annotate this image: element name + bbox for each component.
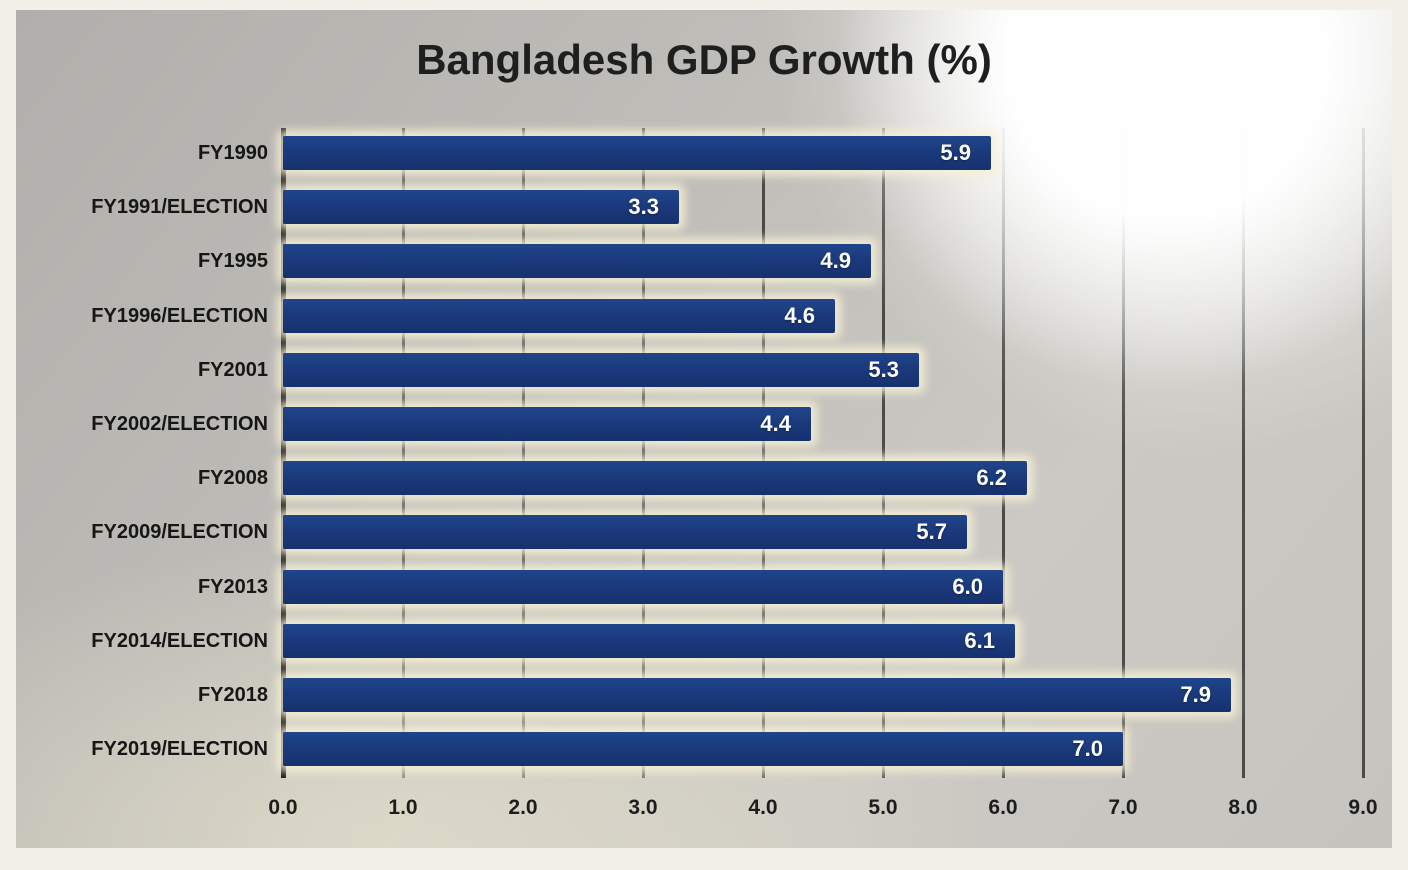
category-label: FY2014/ELECTION (91, 629, 268, 652)
category-label: FY2018 (197, 684, 268, 706)
category-label: FY2013 (197, 575, 268, 598)
bar: 5.3 (283, 352, 919, 387)
chart-title: Bangladesh GDP Growth (%) (416, 36, 992, 83)
bar-row: FY1991/ELECTION 3.3 (91, 190, 1383, 225)
bar: 4.9 (283, 244, 871, 279)
bar-value-label: 4.6 (784, 302, 815, 328)
bar-row: FY2019/ELECTION 7.0 (91, 732, 1383, 767)
category-label: FY1991/ELECTION (91, 196, 268, 219)
bar-row: FY1995 4.9 (198, 244, 1383, 279)
bar-row: FY2001 5.3 (198, 352, 1383, 387)
bar: 7.9 (283, 678, 1231, 712)
bar-value-label: 4.9 (820, 248, 851, 274)
bar: 4.4 (283, 407, 811, 441)
tick-label: 7.0 (1108, 796, 1138, 819)
bar-value-label: 7.0 (1072, 736, 1103, 762)
bar-row: FY2002/ELECTION 4.4 (91, 407, 1383, 441)
tick-label: 4.0 (748, 796, 778, 819)
bar-value-label: 6.1 (964, 627, 995, 653)
tick-label: 1.0 (388, 796, 418, 819)
bar-value-label: 3.3 (628, 194, 659, 220)
category-label: FY2002/ELECTION (91, 413, 268, 435)
bar-row: FY2009/ELECTION 5.7 (91, 515, 1383, 550)
bar-value-label: 5.7 (916, 519, 947, 545)
tick-label: 2.0 (508, 796, 538, 819)
bar-value-label: 7.9 (1180, 682, 1211, 707)
bar-row: FY2018 7.9 (198, 678, 1383, 712)
bar: 5.7 (283, 515, 967, 550)
tick-label: 5.0 (868, 796, 898, 819)
bar-row: FY2013 6.0 (198, 569, 1383, 604)
tick-label: 3.0 (628, 796, 658, 819)
tick-label: 0.0 (268, 796, 298, 819)
category-label: FY2001 (197, 358, 268, 381)
bar: 5.9 (283, 136, 991, 170)
tick-label: 6.0 (988, 796, 1018, 819)
bar: 3.3 (283, 190, 679, 225)
bar-value-label: 5.3 (868, 356, 899, 382)
category-label: FY1990 (197, 142, 268, 164)
bar-row: FY2008 6.2 (198, 461, 1383, 496)
tick-label: 8.0 (1228, 796, 1258, 819)
chart-panel: Bangladesh GDP Growth (%) FY1990 5.9 FY199… (16, 10, 1392, 848)
bar: 4.6 (283, 298, 835, 333)
bar-value-label: 5.9 (940, 140, 971, 165)
bar: 6.1 (283, 623, 1015, 658)
bar-row: FY1990 5.9 (198, 136, 1383, 170)
y-axis-line (281, 128, 286, 778)
category-label: FY1995 (197, 250, 268, 273)
bar-row: FY1996/ELECTION 4.6 (91, 298, 1383, 333)
bar-row: FY2014/ELECTION 6.1 (91, 623, 1383, 658)
tick-label: 9.0 (1348, 796, 1378, 819)
bar: 7.0 (283, 732, 1123, 767)
category-label: FY2009/ELECTION (91, 521, 268, 544)
bar-value-label: 6.2 (976, 465, 1007, 491)
bar: 6.0 (283, 569, 1003, 604)
bar: 6.2 (283, 461, 1027, 496)
category-label: FY1996/ELECTION (91, 304, 268, 327)
category-label: FY2008 (197, 467, 268, 490)
plot-area: FY1990 5.9 FY1991/ELECTION 3.3 FY1995 4.9 FY19… (91, 128, 1383, 819)
bar-value-label: 6.0 (952, 573, 983, 599)
bar-value-label: 4.4 (760, 411, 791, 436)
category-label: FY2019/ELECTION (91, 738, 268, 761)
